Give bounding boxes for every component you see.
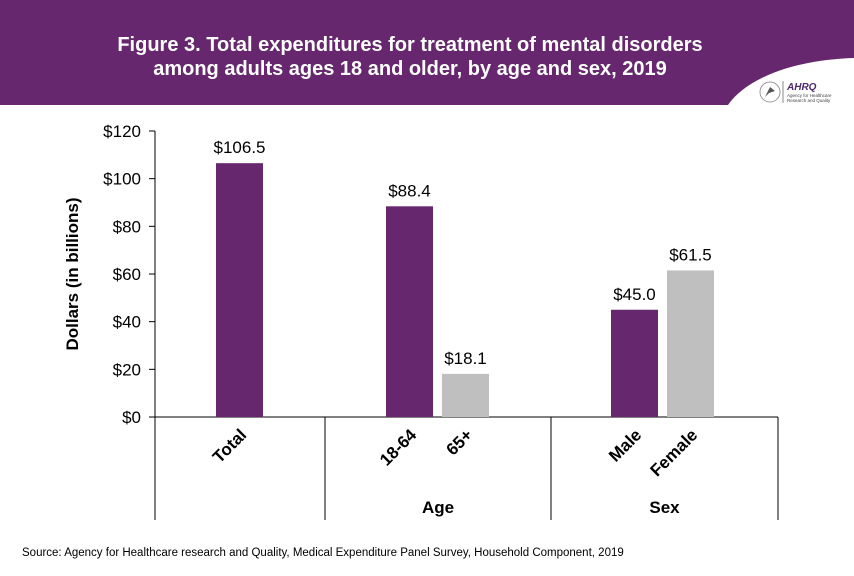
source-note: Source: Agency for Healthcare research a… — [22, 547, 624, 559]
data-label: $61.5 — [669, 245, 712, 264]
y-tick-label: $100 — [103, 170, 141, 189]
bar-total — [216, 163, 263, 417]
y-axis-label: Dollars (in billions) — [63, 197, 82, 350]
category-label: 18-64 — [376, 425, 421, 470]
y-tick-label: $80 — [113, 217, 141, 236]
title-line-1: Figure 3. Total expenditures for treatme… — [117, 34, 703, 56]
data-label: $88.4 — [388, 181, 431, 200]
bar-female — [667, 270, 714, 417]
y-tick-label: $20 — [113, 360, 141, 379]
y-tick-label: $60 — [113, 265, 141, 284]
svg-text:Agency for Healthcare: Agency for Healthcare — [787, 93, 832, 98]
category-label: 65+ — [442, 425, 476, 459]
y-tick-label: $40 — [113, 313, 141, 332]
bar-65+ — [442, 373, 489, 417]
y-tick-label: $120 — [103, 122, 141, 141]
data-label: $106.5 — [214, 138, 266, 157]
category-label: Male — [605, 425, 645, 465]
ahrq-logo: AHRQ Agency for Healthcare Research and … — [759, 81, 832, 103]
header-band — [0, 0, 854, 105]
bar-18-64 — [386, 206, 433, 417]
group-label: Sex — [649, 498, 680, 517]
svg-text:Research and Quality: Research and Quality — [787, 98, 831, 103]
category-label: Female — [646, 425, 701, 480]
group-label: Age — [422, 498, 454, 517]
title-line-2: among adults ages 18 and older, by age a… — [153, 58, 667, 80]
chart-title: Figure 3. Total expenditures for treatme… — [0, 33, 820, 81]
data-label: $18.1 — [444, 349, 487, 368]
y-tick-label: $0 — [122, 408, 141, 427]
bar-male — [611, 309, 658, 417]
data-label: $45.0 — [613, 285, 656, 304]
svg-text:AHRQ: AHRQ — [786, 82, 817, 93]
category-label: Total — [209, 425, 250, 466]
